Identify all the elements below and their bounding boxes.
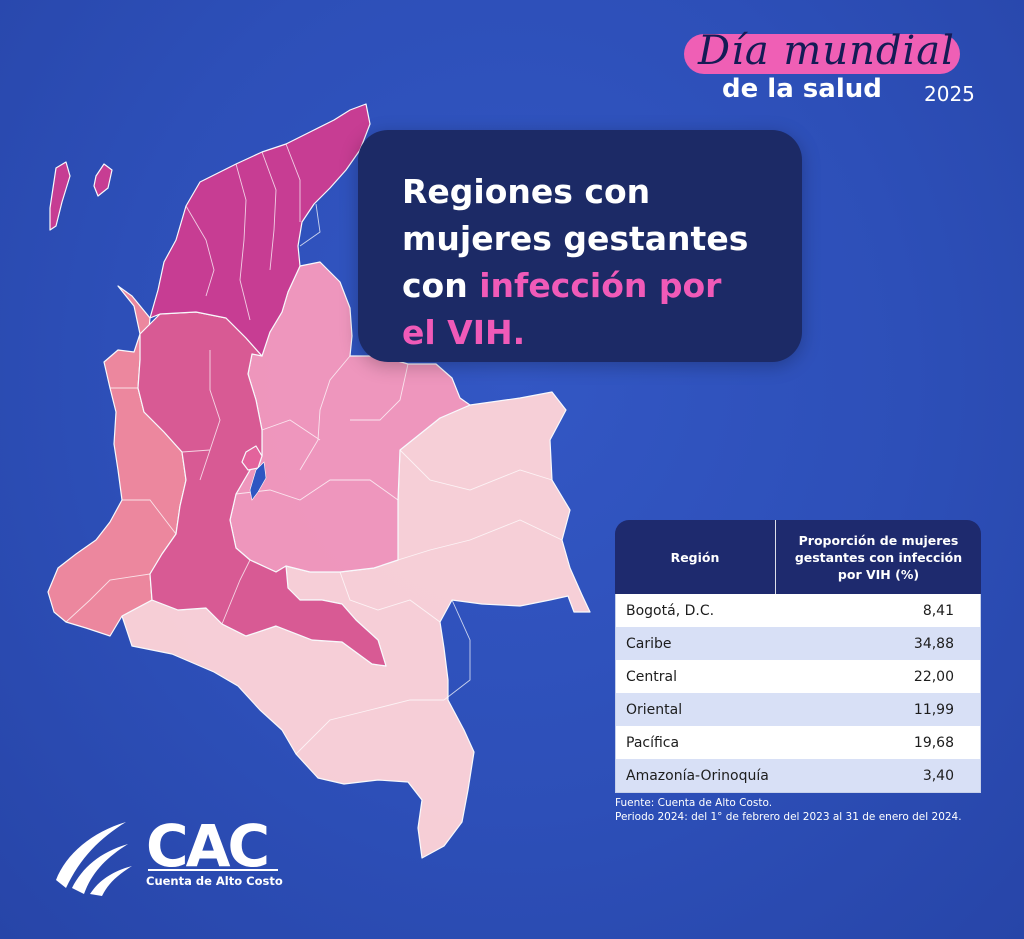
table-row: Central 22,00 — [616, 660, 980, 693]
source-note: Fuente: Cuenta de Alto Costo. Periodo 20… — [615, 796, 995, 824]
period-line: Periodo 2024: del 1° de febrero del 2023… — [615, 811, 962, 823]
cac-logo: CAC Cuenta de Alto Costo — [52, 812, 292, 898]
title-line-1: Regiones con — [402, 172, 651, 211]
cac-swoosh-icon — [56, 822, 132, 896]
page-title: Regiones con mujeres gestantes con infec… — [402, 168, 802, 356]
badge-subtitle: de la salud — [722, 74, 882, 104]
table-header: Región Proporción de mujeres gestantes c… — [615, 520, 981, 594]
world-health-day-badge: Día mundial de la salud 2025 — [684, 28, 984, 110]
region-central — [137, 311, 387, 667]
badge-pill — [684, 34, 960, 74]
cell-value: 3,40 — [922, 767, 954, 784]
island-san-andres — [49, 161, 71, 231]
logo-subtitle: Cuenta de Alto Costo — [146, 874, 283, 888]
cell-value: 19,68 — [913, 734, 954, 751]
title-line-4: el VIH. — [402, 313, 526, 352]
table-row: Bogotá, D.C. 8,41 — [616, 594, 980, 627]
badge-year: 2025 — [924, 82, 975, 106]
table-row: Oriental 11,99 — [616, 693, 980, 726]
cell-region: Pacífica — [626, 734, 680, 751]
title-line-2: mujeres gestantes — [402, 219, 749, 258]
source-line: Fuente: Cuenta de Alto Costo. — [615, 797, 773, 809]
cell-value: 8,41 — [922, 602, 954, 619]
cell-value: 11,99 — [913, 701, 954, 718]
title-line-3: con infección por — [402, 262, 802, 309]
header-divider — [775, 520, 776, 594]
logo-divider — [148, 869, 278, 871]
cell-value: 22,00 — [913, 668, 954, 685]
data-table: Región Proporción de mujeres gestantes c… — [615, 520, 981, 793]
cell-region: Caribe — [626, 635, 672, 652]
badge-script-text: Día mundial — [698, 28, 955, 74]
cell-region: Bogotá, D.C. — [626, 602, 715, 619]
island-providencia — [93, 163, 113, 197]
cell-region: Amazonía-Orinoquía — [626, 767, 769, 784]
logo-text: CAC — [146, 812, 270, 880]
title-line-3-highlight: infección por — [479, 266, 722, 305]
table-row: Amazonía-Orinoquía 3,40 — [616, 759, 980, 792]
table-row: Pacífica 19,68 — [616, 726, 980, 759]
table-row: Caribe 34,88 — [616, 627, 980, 660]
cell-value: 34,88 — [913, 635, 954, 652]
title-line-3-a: con — [402, 266, 480, 305]
cell-region: Central — [626, 668, 677, 685]
column-header-proportion: Proporción de mujeres gestantes con infe… — [794, 532, 963, 582]
title-panel: Regiones con mujeres gestantes con infec… — [358, 130, 802, 362]
cell-region: Oriental — [626, 701, 683, 718]
column-header-region: Región — [670, 549, 720, 565]
table-body: Bogotá, D.C. 8,41 Caribe 34,88 Central 2… — [615, 594, 981, 793]
